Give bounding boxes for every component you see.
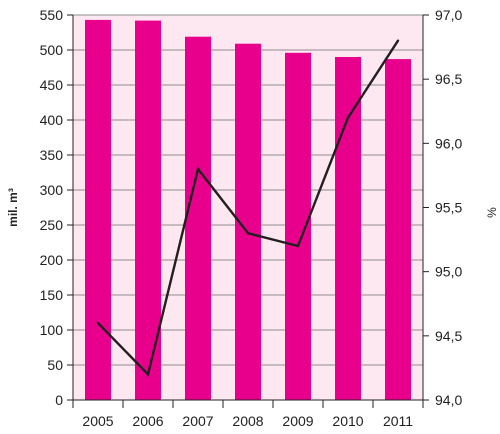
x-tick-label: 2008 (232, 413, 263, 429)
y-tick-label: 50 (47, 357, 63, 373)
x-tick-label: 2007 (182, 413, 213, 429)
line-point (246, 231, 250, 235)
y-tick-label: 550 (40, 7, 64, 23)
y-tick-label: 150 (40, 287, 64, 303)
y-axis-right-title: % (485, 207, 499, 218)
y2-tick-label: 94,0 (435, 392, 462, 408)
bar (85, 19, 111, 401)
y-tick-label: 250 (40, 217, 64, 233)
y-tick-label: 450 (40, 77, 64, 93)
y-tick-label: 300 (40, 182, 64, 198)
y-tick-label: 400 (40, 112, 64, 128)
x-tick-label: 2006 (132, 413, 163, 429)
y-tick-label: 500 (40, 42, 64, 58)
y-tick-label: 100 (40, 322, 64, 338)
y-tick-label: 0 (55, 392, 63, 408)
y-axis-right-ticks: 94,0 94,5 95,0 95,5 96,0 96,5 97,0 (423, 7, 462, 408)
bar (385, 59, 411, 400)
bar (285, 52, 311, 401)
x-tick-label: 2009 (282, 413, 313, 429)
line-point (346, 116, 350, 119)
y2-tick-label: 96,5 (435, 71, 462, 87)
x-axis-ticks: 2005 2006 2007 2008 2009 2010 2011 (72, 400, 424, 429)
x-tick-label: 2011 (383, 413, 413, 429)
line-point (196, 167, 200, 171)
y2-tick-label: 95,0 (435, 264, 462, 280)
bar (185, 36, 211, 400)
y2-tick-label: 94,5 (435, 328, 462, 344)
line-point (146, 373, 150, 376)
y-tick-label: 350 (40, 147, 64, 163)
y2-tick-label: 97,0 (435, 7, 462, 23)
y2-tick-label: 96,0 (435, 135, 462, 151)
line-point (96, 321, 100, 325)
y2-tick-label: 95,5 (435, 200, 462, 216)
x-tick-label: 2005 (82, 413, 113, 429)
y-tick-label: 200 (40, 252, 64, 268)
line-point (396, 39, 400, 42)
line-point (296, 244, 300, 248)
y-axis-left-ticks: 0 50 100 150 200 250 300 350 400 450 500 550 (40, 7, 73, 408)
y-axis-left-title: mil. m³ (6, 188, 20, 227)
line-series (96, 39, 400, 377)
bar (335, 57, 361, 400)
bar (135, 20, 161, 400)
x-tick-label: 2010 (332, 413, 363, 429)
